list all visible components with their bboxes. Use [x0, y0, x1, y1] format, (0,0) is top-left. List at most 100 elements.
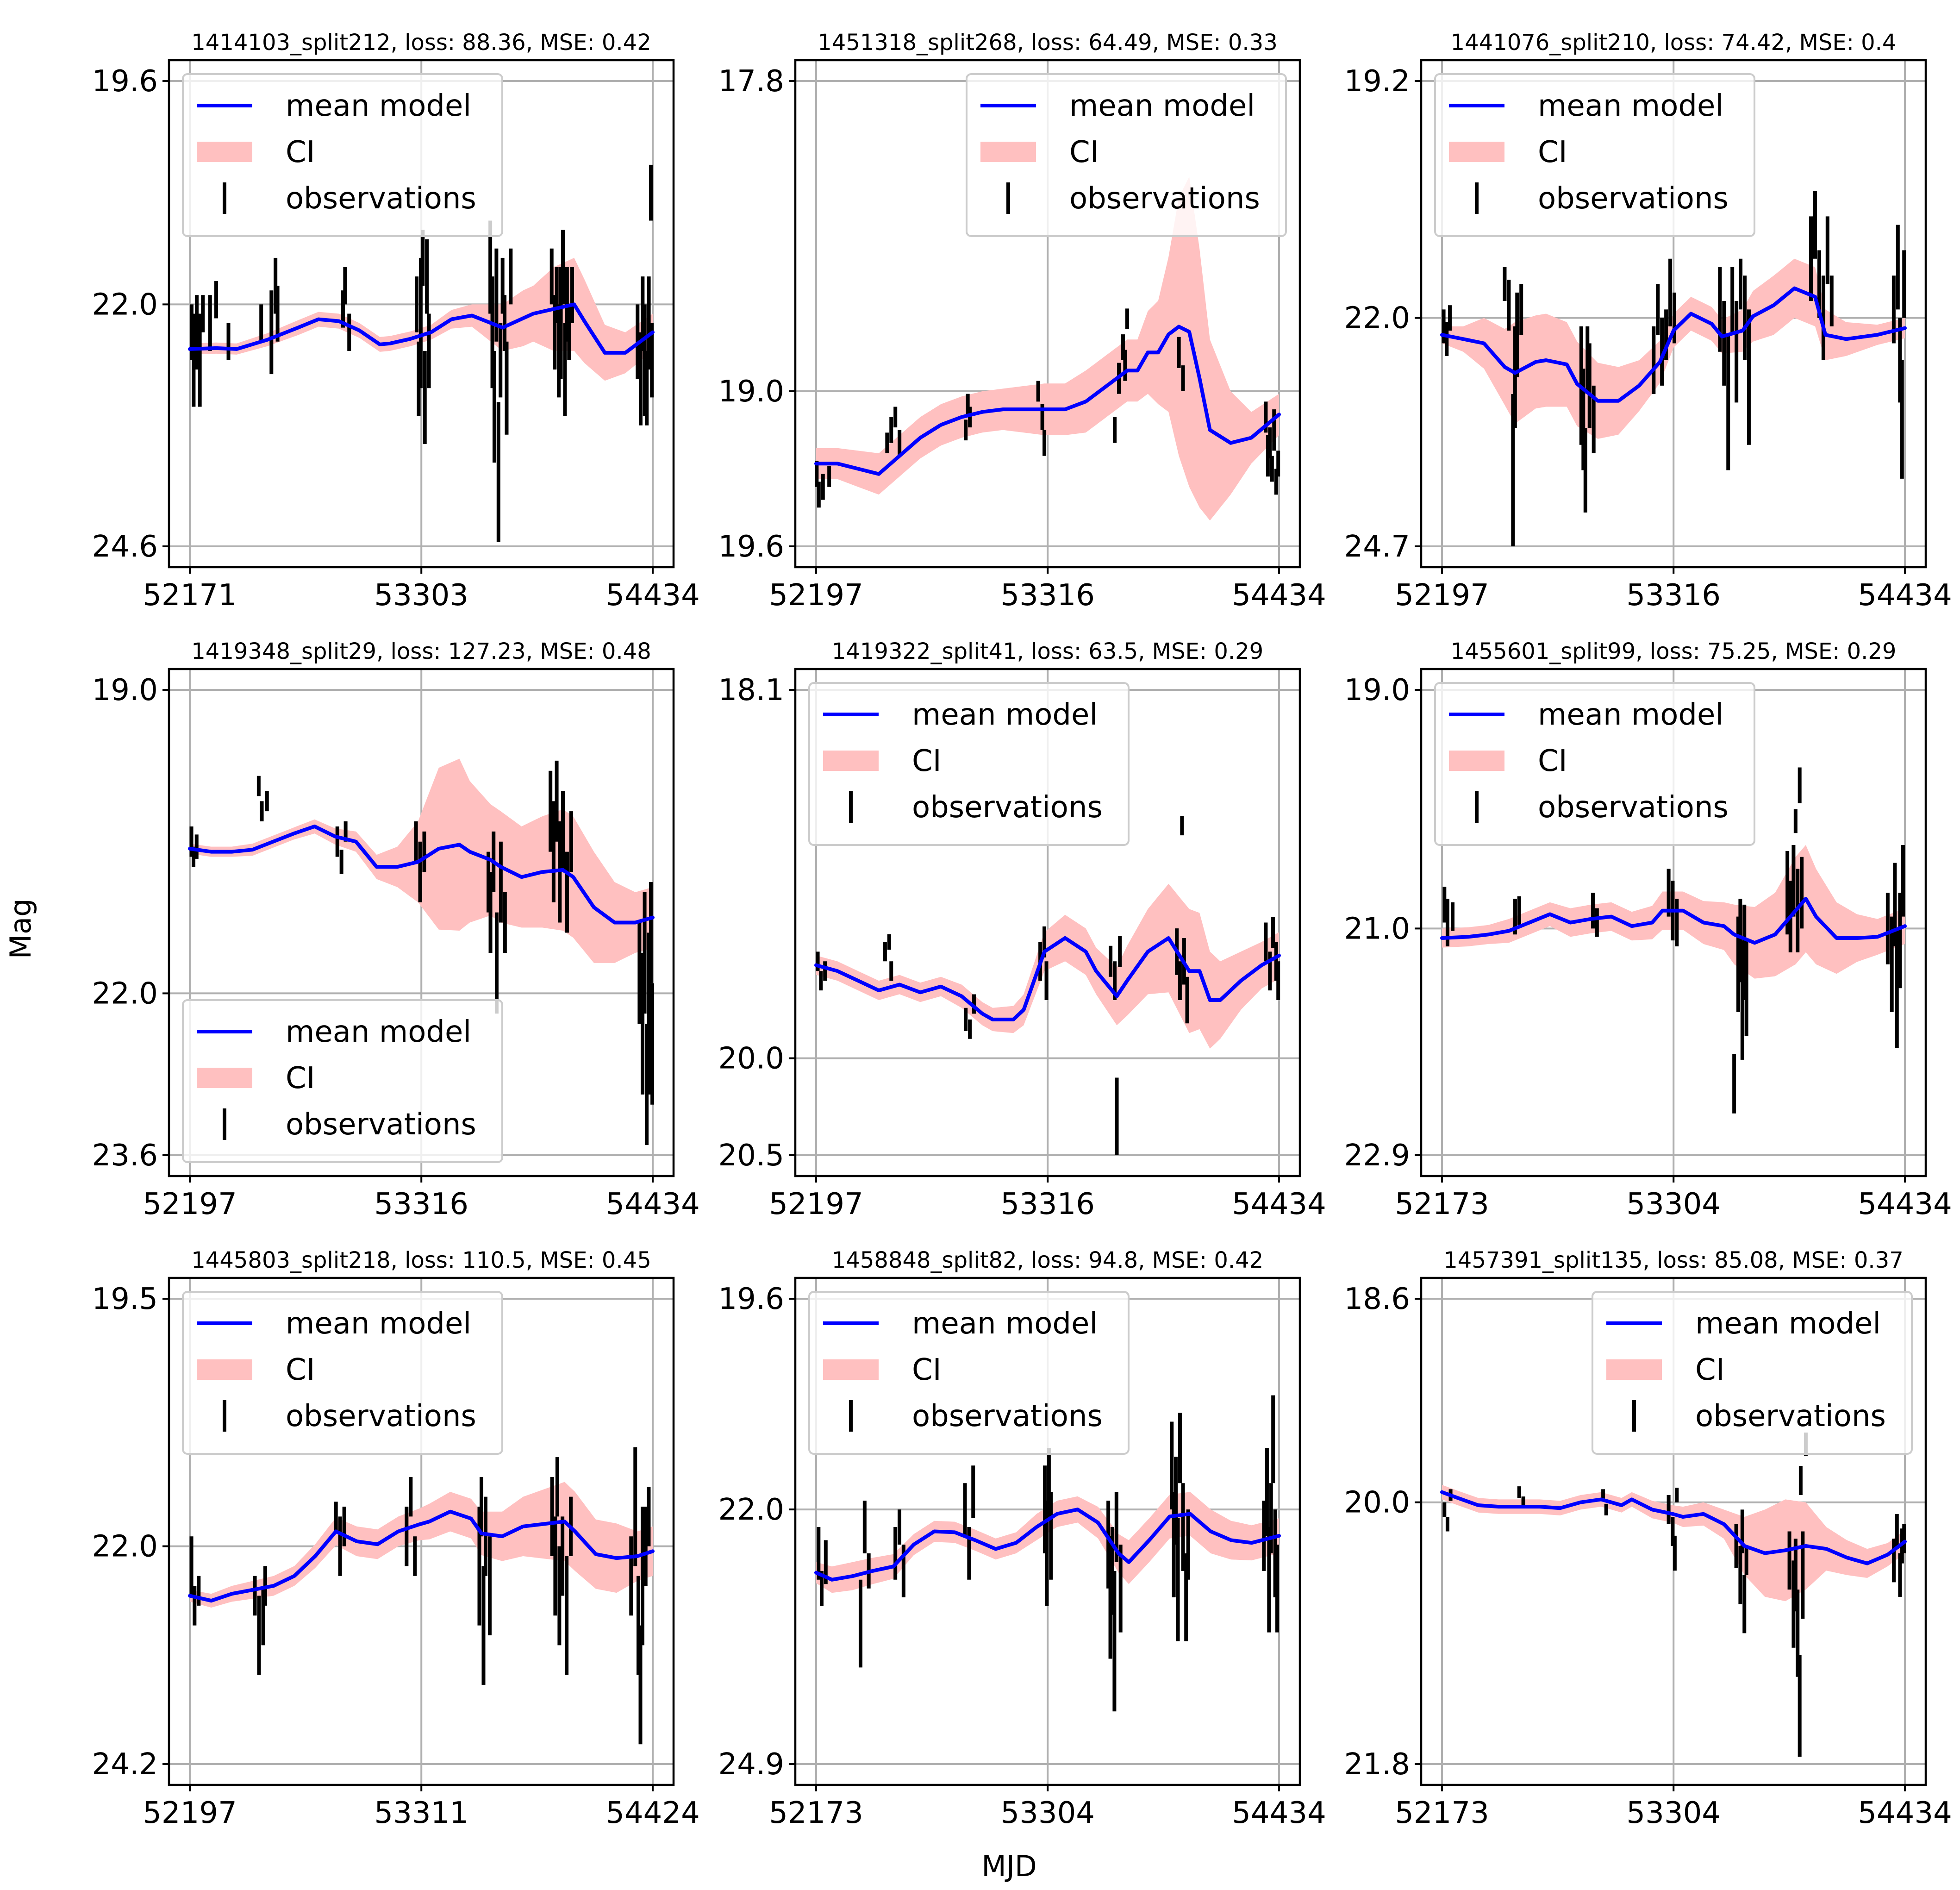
x-tick-label: 52197	[143, 1796, 237, 1830]
y-tick-label: 18.6	[1344, 1282, 1411, 1316]
y-tick-label: 19.6	[718, 530, 785, 564]
legend: mean model CI observations	[966, 73, 1287, 237]
legend-label: CI	[1538, 744, 1567, 778]
legend-label: mean model	[286, 1015, 471, 1049]
mean-model-line	[1440, 286, 1907, 403]
legend-label: observations	[286, 1399, 476, 1433]
plot-area	[814, 1395, 1281, 1712]
x-tick-label: 53304	[1000, 1796, 1095, 1830]
ci-band	[1442, 258, 1905, 439]
legend-label: observations	[1538, 181, 1729, 216]
subplot-title: 1419348_split29, loss: 127.23, MSE: 0.48	[191, 638, 651, 664]
legend: mean model CI observations	[1434, 73, 1755, 237]
legend-label: mean model	[1069, 89, 1255, 123]
y-tick-label: 24.9	[718, 1747, 785, 1782]
subplot-4: 52197 53316 54434 19.0 22.0 23.6 1419348_split…	[92, 638, 700, 1221]
subplot-7: 52197 53311 54424 19.5 22.0 24.2 1445803_split…	[92, 1247, 700, 1830]
legend-ci-swatch	[823, 751, 879, 771]
x-tick-label: 53304	[1626, 1187, 1721, 1221]
plot-area	[814, 816, 1281, 1155]
subplot-3: 52197 53316 54434 19.2 22.0 24.7 1441076_split…	[1344, 30, 1952, 613]
x-tick-label: 52173	[769, 1796, 863, 1830]
ci-band	[190, 257, 653, 381]
legend-label: observations	[1695, 1399, 1886, 1433]
ci-band	[816, 1492, 1279, 1593]
y-tick-label: 19.6	[92, 64, 158, 99]
y-tick-label: 19.5	[92, 1282, 158, 1316]
y-tick-label: 22.0	[1344, 301, 1411, 336]
x-tick-label: 54434	[1858, 1796, 1952, 1830]
subplot-9: 52173 53304 54434 18.6 20.0 21.8 1457391_split…	[1344, 1247, 1952, 1830]
x-tick-label: 52173	[1395, 1796, 1489, 1830]
legend-label: observations	[912, 790, 1103, 825]
mean-model-line	[188, 824, 655, 925]
x-tick-label: 54434	[605, 578, 700, 613]
legend-label: observations	[286, 181, 476, 216]
legend-ci-swatch	[197, 1068, 252, 1088]
legend-box	[808, 1291, 1130, 1455]
subplot-title: 1458848_split82, loss: 94.8, MSE: 0.42	[832, 1247, 1263, 1273]
x-tick-label: 54424	[605, 1796, 700, 1830]
ci-band	[190, 1482, 653, 1608]
legend-ci-swatch	[823, 1359, 879, 1380]
subplot-8: 52173 53304 54434 19.6 22.0 24.9 1458848_split…	[718, 1247, 1326, 1830]
legend-label: CI	[1538, 135, 1567, 169]
legend-label: mean model	[286, 1307, 471, 1341]
x-tick-label: 52173	[1395, 1187, 1489, 1221]
plot-area	[188, 758, 655, 1145]
x-tick-label: 52197	[1395, 578, 1489, 613]
legend-ci-swatch	[197, 142, 252, 162]
legend-box	[966, 73, 1287, 237]
legend-label: mean model	[912, 698, 1098, 732]
x-tick-label: 53316	[374, 1187, 468, 1221]
legend-box	[182, 73, 503, 237]
x-tick-label: 54434	[1858, 578, 1952, 613]
y-tick-label: 19.6	[718, 1282, 785, 1316]
legend-ci-swatch	[1606, 1359, 1662, 1380]
legend-box	[1592, 1291, 1913, 1455]
subplot-title: 1451318_split268, loss: 64.49, MSE: 0.33	[818, 30, 1277, 56]
legend-label: CI	[1695, 1353, 1725, 1387]
y-tick-label: 20.0	[718, 1042, 785, 1076]
y-tick-label: 17.8	[718, 64, 785, 99]
legend-label: mean model	[1538, 89, 1723, 123]
mean-model-line	[1440, 1490, 1907, 1565]
legend: mean model CI observations	[182, 73, 503, 237]
plot-area	[814, 176, 1281, 521]
y-tick-label: 20.5	[718, 1139, 785, 1173]
legend-label: CI	[286, 1061, 315, 1095]
y-tick-label: 19.0	[718, 375, 785, 409]
plot-area	[1440, 1432, 1907, 1757]
x-tick-label: 53303	[374, 578, 468, 613]
subplot-6: 52173 53304 54434 19.0 21.0 22.9 1455601_split…	[1344, 638, 1952, 1221]
x-tick-label: 54434	[605, 1187, 700, 1221]
legend: mean model CI observations	[182, 999, 503, 1163]
legend: mean model CI observations	[1592, 1291, 1913, 1455]
y-tick-label: 21.8	[1344, 1747, 1411, 1782]
y-tick-label: 20.0	[1344, 1486, 1411, 1520]
y-tick-label: 24.2	[92, 1747, 158, 1782]
subplot-title: 1455601_split99, loss: 75.25, MSE: 0.29	[1451, 638, 1897, 664]
subplot-title: 1419322_split41, loss: 63.5, MSE: 0.29	[832, 638, 1263, 664]
x-tick-label: 53304	[1626, 1796, 1721, 1830]
subplot-5: 52197 53316 54434 18.1 20.0 20.5 1419322_split…	[718, 638, 1326, 1221]
subplot-title: 1445803_split218, loss: 110.5, MSE: 0.45	[191, 1247, 651, 1273]
legend-label: CI	[912, 744, 942, 778]
y-tick-label: 18.1	[718, 673, 785, 707]
subplot-1: 52171 53303 54434 19.6 22.0 24.6 1414103_split…	[92, 30, 700, 613]
mean-model-line	[814, 325, 1281, 476]
legend-box	[182, 1291, 503, 1455]
legend-label: mean model	[286, 89, 471, 123]
y-tick-label: 22.0	[92, 1530, 158, 1564]
legend-ci-swatch	[1449, 751, 1504, 771]
legend-ci-swatch	[197, 1359, 252, 1380]
legend: mean model CI observations	[808, 1291, 1130, 1455]
x-tick-label: 53311	[374, 1796, 468, 1830]
ci-band	[816, 176, 1279, 521]
x-tick-label: 53316	[1000, 578, 1095, 613]
x-tick-label: 52197	[769, 1187, 863, 1221]
x-axis-label: MJD	[981, 1849, 1037, 1883]
subplot-title: 1457391_split135, loss: 85.08, MSE: 0.37	[1443, 1247, 1903, 1273]
legend-label: observations	[286, 1108, 476, 1142]
